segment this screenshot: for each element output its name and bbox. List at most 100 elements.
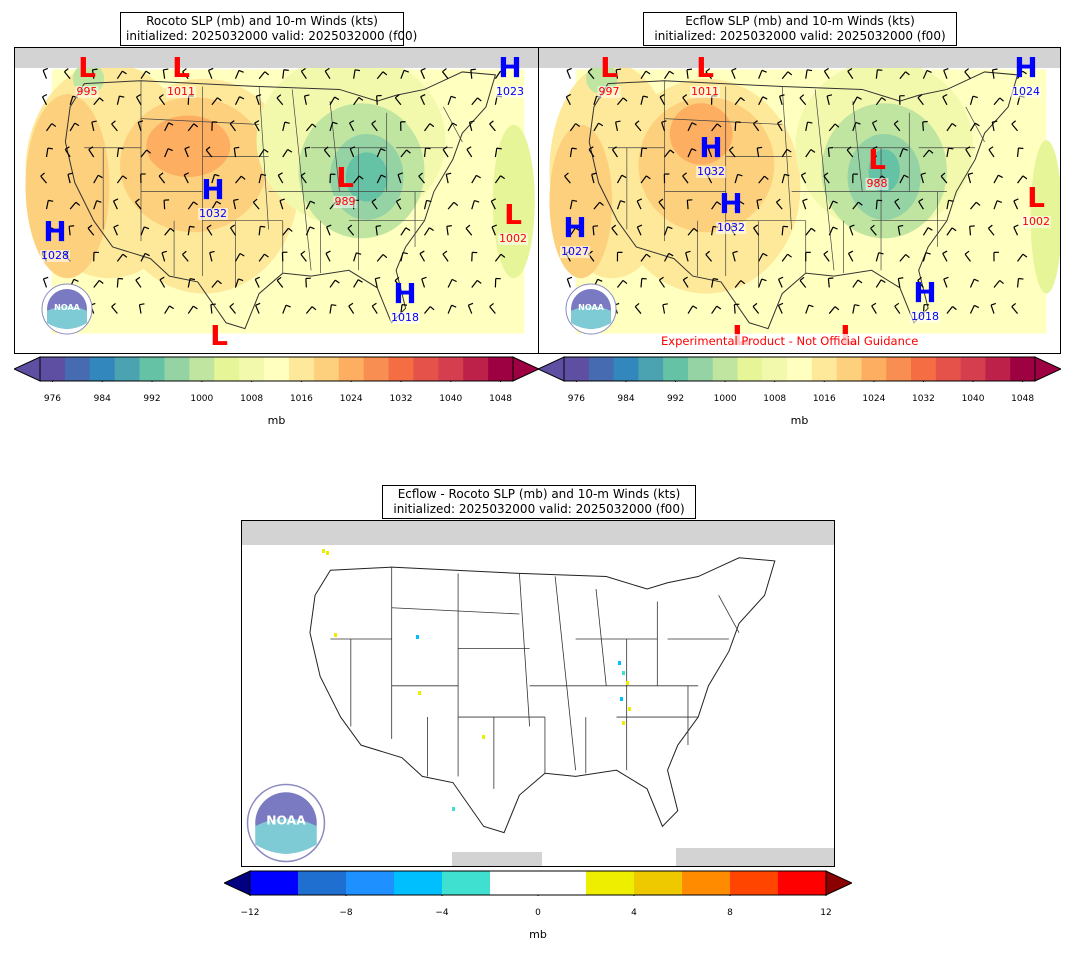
low-pressure-marker: L 1002 [1021,181,1051,229]
colorbar-segment [634,871,683,895]
colorbar-segment [89,357,116,381]
colorbar-segment [164,357,190,381]
pressure-center-value: 989 [333,195,357,208]
colorbar-segment [682,871,731,895]
panel3-map[interactable]: NOAA [241,520,835,867]
colorbar-extend-low [222,870,251,896]
pressure-center-value: 1002 [498,232,528,245]
colorbar-tick-label: 1016 [812,394,836,404]
high-pressure-marker: H 1032 [696,131,726,179]
pressure-center-value: 1032 [198,207,228,220]
colorbar-tick-label: 0 [535,908,541,918]
colorbar-svg [12,356,541,382]
colorbar-segment [413,357,439,381]
pressure-center-letter: L [336,161,354,194]
panel2-map[interactable]: NOAA L 997 L 1011 H 1024 H 1032 L 988 H 1032 L 1002 H 10… [538,47,1061,354]
pressure-center-value: 1032 [696,165,726,178]
colorbar-tick-label: 1024 [862,394,886,404]
colorbar-segment [490,871,539,895]
colorbar-segment [935,357,962,381]
colorbar-segment [114,357,141,381]
panel2-title: Ecflow SLP (mb) and 10-m Winds (kts) ini… [643,12,957,46]
pressure-center-letter: H [913,276,937,309]
pressure-center-letter: H [563,211,587,244]
colorbar-segment [663,357,689,381]
colorbar-segment [64,357,91,381]
colorbar-tick-label: 1000 [713,394,737,404]
difference-speckle [618,661,621,665]
colorbar-segment [288,357,315,381]
pressure-center-value: 1018 [910,310,940,323]
colorbar-segment [388,357,414,381]
difference-speckle [418,691,421,695]
colorbar-segment [538,871,587,895]
pressure-center-letter: H [498,51,522,84]
difference-speckle [452,807,455,811]
high-pressure-marker: H 1018 [390,277,420,325]
colorbar-segment [985,357,1011,381]
colorbar-segment [250,871,299,895]
colorbar-segment [442,871,491,895]
pressure-center-letter: L [696,51,714,84]
colorbar-segment [861,357,887,381]
panel1-map[interactable]: NOAA L 995 L 1011 H 1023 H 1032 L 989 L 1002 H 1028 H 10… [14,47,539,354]
low-pressure-marker: L 989 [333,161,357,209]
low-pressure-marker: L 1011 [690,51,720,99]
colorbar-unit-label: mb [529,928,547,941]
pressure-center-letter: L [210,319,228,352]
pressure-center-value: 995 [75,85,99,98]
colorbar-tick-label: 1008 [240,394,264,404]
low-pressure-marker: L 988 [865,146,889,191]
pressure-center-value: 1027 [560,245,590,258]
high-pressure-marker: H 1028 [40,218,70,263]
pressure-center-letter: H [719,187,743,220]
colorbar-segment [346,871,395,895]
pressure-center-letter: H [699,131,723,164]
panel1-colorbar: 976 984 992 1000 1008 1016 1024 1032 1040 1048 mb [12,356,541,427]
colorbar-segment [564,357,590,381]
panel1-title-line1: Rocoto SLP (mb) and 10-m Winds (kts) [146,14,378,28]
colorbar-extend-high [512,356,541,382]
colorbar-segment [239,357,265,381]
colorbar-segment [730,871,779,895]
pressure-center-value: 1011 [166,85,196,98]
colorbar-segment [613,357,639,381]
pressure-region [345,152,388,202]
colorbar-segment [886,357,912,381]
colorbar-tick-label: 1032 [911,394,935,404]
colorbar-tick-label: 12 [820,908,832,918]
colorbar-segment [712,357,739,381]
colorbar-segment [363,357,390,381]
svg-text:NOAA: NOAA [578,303,604,312]
low-pressure-marker: L 995 [75,54,99,99]
pressure-region [669,103,733,165]
colorbar-segment [737,357,763,381]
low-pressure-marker: L 997 [597,54,621,99]
difference-speckle [322,549,325,553]
colorbar-segment [588,357,615,381]
colorbar-tick-label: 1048 [489,394,512,404]
colorbar-tick-label: 976 [567,394,585,404]
pressure-center-letter: L [1027,181,1045,214]
panel3-title-line2: initialized: 2025032000 valid: 202503200… [393,502,685,516]
colorbar-tick-label: −8 [339,908,353,918]
colorbar-tick-label: 992 [666,394,685,404]
svg-text:NOAA: NOAA [266,814,306,828]
difference-speckle [626,681,629,685]
colorbar-extend-high [825,870,854,896]
pressure-region [146,115,231,177]
high-pressure-marker: H 1032 [716,187,746,235]
noaa-logo: NOAA [565,283,617,335]
difference-speckle [628,707,631,711]
pressure-center-letter: H [393,277,417,310]
pressure-center-letter: H [201,173,225,206]
colorbar-tick-label: 984 [617,394,635,404]
colorbar-segment [438,357,464,381]
pressure-center-value: 1002 [1021,215,1051,228]
high-pressure-marker: H 1024 [1011,54,1041,99]
pressure-region [549,124,613,279]
colorbar-segment [1010,357,1036,381]
colorbar-segment [394,871,443,895]
pressure-center-value: 1024 [1011,85,1041,98]
colorbar-segment [811,357,838,381]
